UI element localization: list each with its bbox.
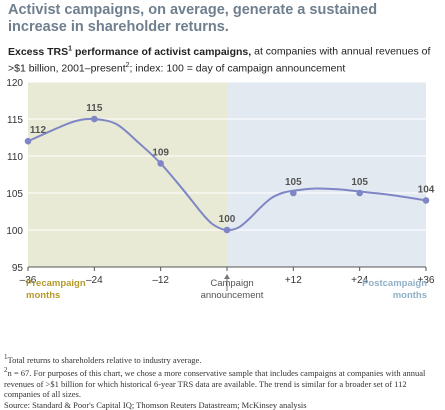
precampaign-background <box>28 82 227 267</box>
data-label: 109 <box>152 147 169 158</box>
data-label: 104 <box>418 184 435 195</box>
footnote-2-text: n = 67. For purposes of this chart, we c… <box>4 368 426 400</box>
data-point <box>356 189 363 197</box>
subtitle-footnote-mark-2: 2 <box>125 61 130 69</box>
y-tick-label: 115 <box>7 115 23 126</box>
x-tick-label: –36 <box>20 275 37 286</box>
y-tick-label: 120 <box>6 78 23 89</box>
chart-subtitle: Excess TRS1 performance of activist camp… <box>8 42 440 75</box>
series-line <box>27 117 427 232</box>
y-tick-label: 95 <box>12 263 24 274</box>
footnote-1-mark: 1 <box>4 353 8 361</box>
x-tick-label: +12 <box>285 275 302 286</box>
data-point <box>91 115 98 123</box>
data-point <box>290 189 297 197</box>
data-label: 115 <box>86 103 103 114</box>
y-tick-label: 110 <box>7 152 23 163</box>
postcampaign-label: Postcampaign months <box>347 278 427 302</box>
subtitle-rest: at companies with annual revenues of >$1… <box>8 45 431 75</box>
data-point <box>223 226 231 234</box>
subtitle-bold: Excess TRS <box>8 45 69 58</box>
data-point <box>157 160 164 167</box>
source-note: Source: Standard & Poor's Capital IQ; Th… <box>4 400 440 410</box>
data-point <box>422 197 430 204</box>
precampaign-label-text: Precampaign months <box>26 278 86 301</box>
footnote-2-mark: 2 <box>4 366 8 375</box>
y-tick-label: 100 <box>6 226 23 237</box>
x-tick-label: +24 <box>351 275 368 286</box>
data-label: 105 <box>351 177 368 188</box>
line-chart: 95 100 105 110 115 120 –36 –24 –12 +12 +24 +36 112 11… <box>6 78 435 291</box>
footnote-1: 1Total returns to shareholders relative … <box>4 352 440 365</box>
postcampaign-background <box>227 82 426 267</box>
y-tick-label: 105 <box>6 189 23 200</box>
campaign-announcement-text: Campaign announcement <box>200 278 264 301</box>
subtitle-bold-2: performance of activist campaigns, <box>72 45 252 58</box>
source-note-text: Source: Standard & Poor's Capital IQ; Th… <box>4 399 307 410</box>
data-label: 100 <box>219 214 236 225</box>
x-tick-label: +36 <box>418 275 435 286</box>
x-tick-label: –12 <box>152 275 169 286</box>
postcampaign-label-text: Postcampaign months <box>362 278 427 301</box>
footnotes: 1Total returns to shareholders relative … <box>4 352 440 410</box>
footnote-2: 2n = 67. For purposes of this chart, we … <box>4 365 440 399</box>
campaign-announcement-label: Campaign announcement <box>196 278 268 302</box>
data-point <box>24 137 32 145</box>
announcement-arrow-head <box>224 274 230 279</box>
footnote-1-text: Total returns to shareholders relative t… <box>7 354 202 365</box>
subtitle-footnote-mark-1: 1 <box>68 45 73 52</box>
data-label: 112 <box>30 125 47 136</box>
x-tick-label: –24 <box>86 275 103 286</box>
chart-title: Activist campaigns, on average, generate… <box>8 2 378 35</box>
data-label: 105 <box>285 177 302 188</box>
precampaign-label: Precampaign months <box>26 278 106 302</box>
subtitle-rest-2: ; index: 100 = day of campaign announcem… <box>129 62 346 74</box>
